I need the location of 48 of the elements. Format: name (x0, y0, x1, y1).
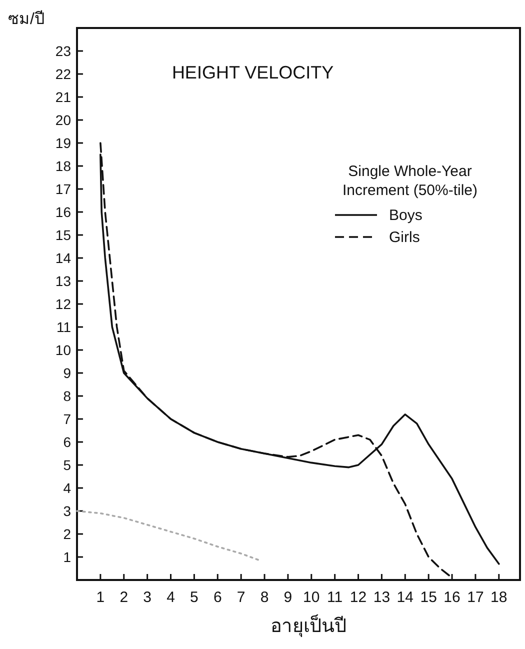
y-tick-label: 11 (56, 319, 72, 335)
y-tick-label: 7 (63, 411, 72, 427)
text: HEIGHT VELOCITY (172, 62, 334, 83)
x-tick-label: 1 (96, 589, 105, 606)
legend-label: Boys (389, 207, 422, 224)
x-tick-label: 17 (467, 589, 484, 606)
y-tick-label: 12 (55, 296, 72, 312)
x-tick-label: 4 (166, 589, 175, 606)
y-tick-label: 5 (63, 457, 72, 473)
x-axis-title: อายุเป็นปี (270, 613, 346, 638)
x-tick-label: 8 (260, 589, 269, 606)
y-tick-label: 2 (63, 526, 72, 542)
x-tick-label: 18 (490, 589, 508, 606)
x-tick-label: 16 (444, 589, 460, 606)
y-tick-label: 6 (63, 434, 72, 450)
x-tick-label: 15 (420, 589, 437, 606)
y-tick-label: 10 (55, 342, 72, 358)
y-tick-label: 21 (55, 89, 72, 105)
y-tick-label: 13 (55, 273, 72, 289)
y-tick-label: 20 (55, 112, 72, 128)
x-tick-label: 13 (373, 589, 390, 606)
y-tick-label: 15 (55, 227, 72, 243)
y-axis-title: ซม/ปี (8, 10, 44, 28)
y-tick-label: 23 (55, 43, 72, 59)
x-tick-label: 10 (303, 589, 320, 606)
x-tick-label: 7 (236, 589, 246, 606)
x-tick-label: 14 (396, 589, 414, 606)
legend-label: Girls (389, 229, 420, 246)
x-tick-label: 6 (213, 589, 222, 606)
x-tick-label: 12 (350, 589, 367, 606)
y-tick-label: 4 (63, 480, 72, 496)
x-tick-label: 5 (190, 589, 198, 606)
y-tick-label: 22 (55, 66, 72, 82)
y-tick-label: 19 (55, 135, 72, 151)
x-tick-label: 9 (284, 589, 292, 606)
y-tick-label: 14 (55, 250, 72, 266)
legend-title: Single Whole-Year Increment (50%-tile) (342, 163, 478, 199)
y-tick-label: 3 (63, 503, 72, 519)
y-tick-label: 16 (55, 204, 72, 220)
line-series (76, 510, 261, 562)
y-tick-label: 9 (63, 365, 72, 381)
y-tick-label: 18 (55, 158, 72, 174)
x-tick-label: 11 (327, 589, 343, 606)
x-tick-label: 2 (120, 589, 128, 606)
y-tick-label: 8 (63, 388, 72, 404)
y-tick-label: 1 (63, 549, 72, 565)
x-tick-label: 3 (143, 589, 152, 606)
y-tick-label: 17 (55, 181, 72, 197)
